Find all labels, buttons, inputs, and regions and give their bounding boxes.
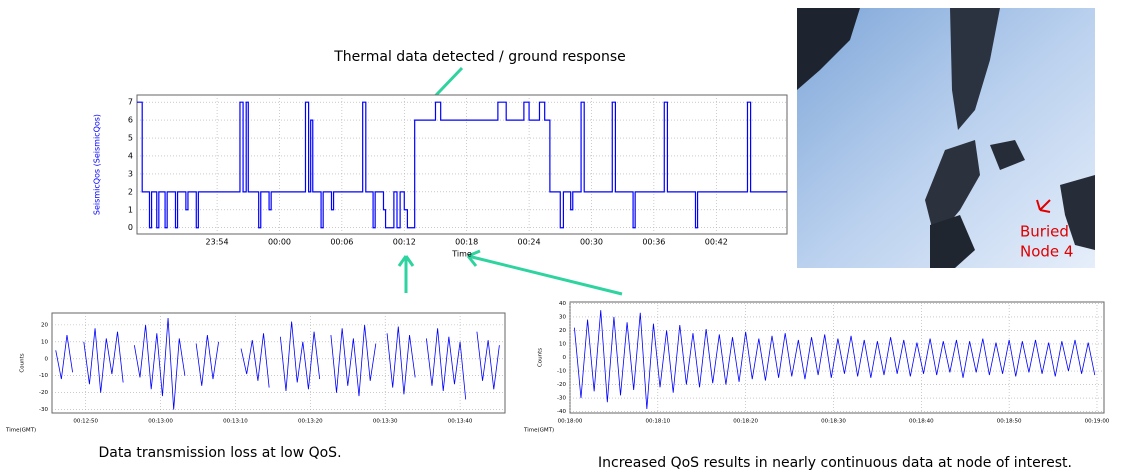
plot-area — [136, 94, 788, 235]
x-tick-label: 00:18 — [455, 238, 478, 247]
y-tick-label: 0 — [563, 355, 567, 361]
data-line — [573, 310, 1096, 409]
x-tick-label: 00:12 — [393, 238, 416, 247]
y-axis-label: SeismicQos (SeismicQos) — [93, 114, 102, 215]
x-tick-label: 00:18:30 — [821, 419, 846, 425]
x-tick-label: 00:13:00 — [148, 419, 173, 425]
y-tick-label: 7 — [128, 98, 133, 107]
x-tick-label: 00:00 — [268, 238, 291, 247]
y-tick-label: -20 — [557, 382, 566, 388]
chart: 0 1 2 3 4 5 6 7 23:54 00:00 00:06 00:12 00:18 00:24 00… — [93, 94, 788, 259]
y-tick-label: 20 — [559, 328, 566, 334]
photo: Buried Node 4 — [797, 8, 1095, 268]
x-tick-label: 00:19:00 — [1085, 419, 1110, 425]
y-tick-label: 10 — [41, 339, 48, 345]
y-tick-label: -30 — [39, 407, 48, 413]
y-tick-label: 4 — [128, 151, 133, 160]
y-tick-label: 2 — [128, 187, 133, 196]
x-tick-label: 00:13:40 — [448, 419, 473, 425]
x-tick-label: 23:54 — [206, 238, 229, 247]
data-line — [55, 318, 500, 410]
data-line — [137, 101, 787, 229]
x-tick-label: 00:13:10 — [223, 419, 248, 425]
x-tick-label: 00:13:20 — [298, 419, 323, 425]
annotation: Thermal data detected / ground response — [333, 49, 626, 65]
y-axis-label: Counts — [538, 348, 544, 367]
x-axis-label: Time(GMT) — [523, 428, 554, 434]
x-tick-label: 00:24 — [518, 238, 541, 247]
y-tick-label: 30 — [559, 314, 566, 320]
plot-area — [51, 312, 506, 414]
x-tick-label: 00:13:30 — [373, 419, 398, 425]
x-tick-label: 00:18:10 — [645, 419, 670, 425]
y-tick-label: 0 — [45, 356, 49, 362]
photo-label: Node 4 — [1020, 243, 1073, 261]
x-tick-label: 00:18:20 — [733, 419, 758, 425]
y-tick-label: 40 — [559, 301, 566, 307]
x-axis-label: Time — [451, 250, 472, 259]
y-tick-label: 5 — [128, 134, 133, 143]
caption: Data transmission loss at low QoS. — [98, 445, 341, 461]
y-axis-label: Counts — [20, 353, 26, 372]
photo-label: Buried — [1020, 223, 1069, 241]
x-tick-label: 00:06 — [330, 238, 353, 247]
caption: Increased QoS results in nearly continuo… — [598, 455, 1072, 471]
y-tick-label: 20 — [41, 322, 48, 328]
chart: -40 -30 -20 -10 0 10 20 30 40 00:18:00 00:18:10 00:… — [523, 301, 1110, 434]
x-tick-label: 00:36 — [642, 238, 665, 247]
x-tick-label: 00:18:50 — [997, 419, 1022, 425]
y-tick-label: -20 — [39, 390, 48, 396]
x-tick-label: 00:30 — [580, 238, 603, 247]
x-tick-label: 00:12:50 — [73, 419, 98, 425]
y-tick-label: 1 — [128, 205, 133, 214]
y-tick-label: 10 — [559, 341, 566, 347]
y-tick-label: -10 — [557, 369, 566, 375]
chart: -30 -20 -10 0 10 20 00:12:50 00:13:00 00:13:10 00… — [5, 312, 506, 434]
x-tick-label: 00:18:40 — [909, 419, 934, 425]
y-tick-label: -10 — [39, 373, 48, 379]
y-tick-label: 3 — [128, 169, 133, 178]
x-axis-label: Time(GMT) — [5, 428, 36, 434]
x-tick-label: 00:18:00 — [558, 419, 583, 425]
y-tick-label: 0 — [128, 223, 133, 232]
y-tick-label: 6 — [128, 116, 133, 125]
y-tick-label: -30 — [557, 396, 566, 402]
x-tick-label: 00:42 — [705, 238, 728, 247]
y-tick-label: -40 — [557, 409, 566, 415]
